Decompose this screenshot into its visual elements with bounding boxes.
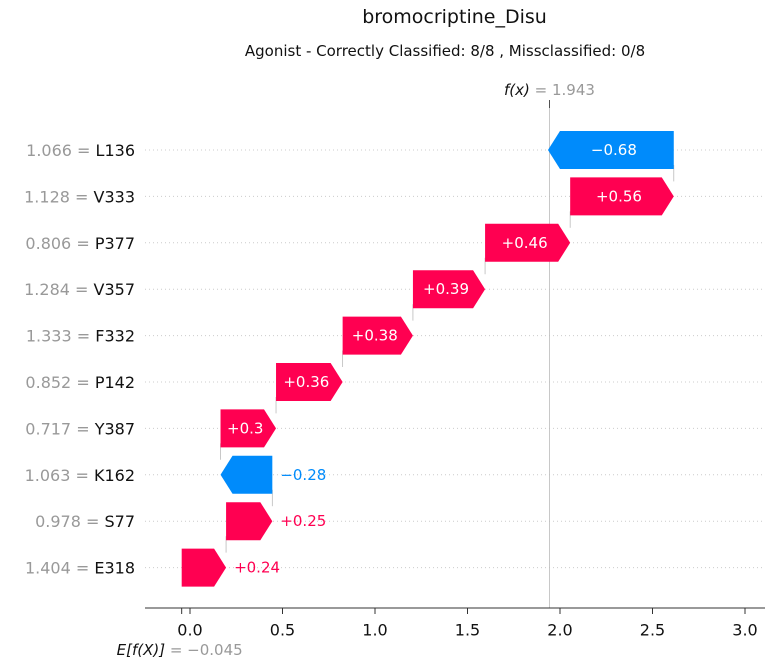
bar-p377: [485, 223, 571, 262]
x-tick-label: 3.0: [732, 621, 757, 640]
contribution-label: +0.38: [352, 327, 398, 345]
feature-name: P377: [95, 233, 135, 252]
contribution-label: +0.46: [502, 234, 548, 252]
feature-value: 0.806 =: [25, 233, 94, 252]
bar-p142: [276, 363, 343, 401]
feature-label: 1.128 = V333: [24, 187, 135, 206]
contribution-label: +0.36: [283, 373, 329, 391]
feature-label: 0.978 = S77: [35, 512, 135, 531]
feature-label: 1.066 = L136: [26, 141, 135, 160]
feature-label: 1.333 = F332: [26, 326, 135, 345]
base-value: = −0.045: [170, 641, 243, 659]
bar-v333: [570, 177, 674, 216]
feature-value: 1.063 =: [25, 465, 94, 484]
feature-value: 0.978 =: [35, 512, 104, 531]
output-value: = 1.943: [535, 81, 595, 99]
chart-subtitle: Agonist - Correctly Classified: 8/8 , Mi…: [244, 42, 646, 60]
feature-value: 1.333 =: [26, 326, 95, 345]
contribution-label: +0.3: [227, 419, 263, 437]
feature-label: 1.404 = E318: [25, 558, 135, 577]
feature-value: 1.284 =: [24, 280, 93, 299]
bar-y387: [220, 409, 277, 448]
feature-name: V357: [94, 280, 135, 299]
feature-label: 1.284 = V357: [24, 280, 135, 299]
base-symbol: E[f(X)]: [117, 641, 170, 659]
feature-value: 1.404 =: [25, 558, 94, 577]
contribution-label: −0.28: [280, 466, 326, 484]
x-tick-label: 0.0: [177, 621, 202, 640]
feature-label: 1.063 = K162: [25, 465, 135, 484]
feature-value: 1.128 =: [24, 187, 93, 206]
bar-e318: [181, 548, 227, 587]
x-tick-label: 1.0: [362, 621, 387, 640]
feature-value: 1.066 =: [26, 141, 95, 160]
contribution-label: +0.56: [596, 187, 642, 205]
bar-l136: [547, 131, 674, 169]
contribution-label: +0.24: [234, 559, 280, 577]
x-tick-label: 2.5: [640, 621, 665, 640]
bar-v357: [412, 270, 486, 309]
feature-name: P142: [95, 373, 135, 392]
feature-label: 0.852 = P142: [25, 373, 135, 392]
output-value-label: f(x) = 1.943: [504, 81, 595, 99]
bar-f332: [342, 316, 413, 355]
feature-name: F332: [95, 326, 135, 345]
feature-name: Y387: [94, 419, 135, 438]
feature-name: L136: [96, 141, 135, 160]
bar-s77: [226, 502, 273, 541]
feature-name: K162: [94, 465, 135, 484]
contribution-label: −0.68: [591, 141, 637, 159]
feature-name: S77: [104, 512, 135, 531]
bar-k162: [220, 455, 273, 494]
contribution-label: +0.39: [423, 280, 469, 298]
feature-name: V333: [94, 187, 135, 206]
feature-label: 0.806 = P377: [25, 233, 135, 252]
feature-value: 0.852 =: [25, 373, 94, 392]
output-symbol: f(x): [504, 81, 535, 99]
x-tick-label: 2.0: [547, 621, 572, 640]
contribution-label: +0.25: [280, 512, 326, 530]
chart-title: bromocriptine_Disu: [362, 6, 547, 28]
feature-label: 0.717 = Y387: [25, 419, 135, 438]
feature-name: E318: [94, 558, 135, 577]
x-tick-label: 1.5: [455, 621, 480, 640]
base-value-label: E[f(X)] = −0.045: [117, 641, 243, 659]
feature-value: 0.717 =: [25, 419, 94, 438]
x-tick-label: 0.5: [270, 621, 295, 640]
